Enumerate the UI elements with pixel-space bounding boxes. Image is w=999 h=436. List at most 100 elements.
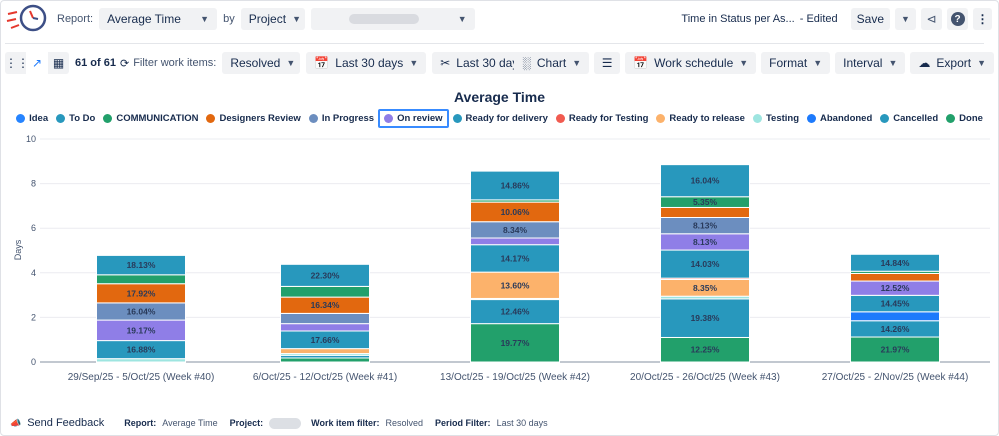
more-icon: ⋮ xyxy=(976,12,989,26)
report-select[interactable]: Average Time ▼ xyxy=(99,8,218,30)
data-label: 8.13% xyxy=(693,221,718,231)
chart-view-icon[interactable]: ↗ xyxy=(26,52,48,74)
data-label: 14.03% xyxy=(691,259,720,269)
legend-dot-icon xyxy=(752,114,762,123)
report-label: Report: xyxy=(57,13,94,25)
work-schedule-label: Work schedule xyxy=(654,56,734,70)
y-tick-label: 10 xyxy=(26,134,36,144)
legend-item[interactable]: On review xyxy=(378,109,449,128)
legend-item[interactable]: Done xyxy=(942,109,987,128)
y-tick-label: 6 xyxy=(31,223,36,233)
data-label: 13.60% xyxy=(501,280,530,290)
send-feedback-link[interactable]: Send Feedback xyxy=(27,417,105,429)
share-icon: ⊲ xyxy=(926,12,937,26)
legend-dot-icon xyxy=(56,114,66,123)
toolbar-right: ░ Chart ▼ ☰ 📅 Work schedule ▼ Format ▼ Interv… xyxy=(514,52,994,74)
legend-dot-icon xyxy=(946,114,956,123)
footer-report-label: Report: xyxy=(124,418,157,428)
export-label: Export xyxy=(936,56,972,70)
x-tick-label: 13/Oct/25 - 19/Oct/25 (Week #42) xyxy=(440,372,590,383)
data-label: 12.25% xyxy=(691,345,720,355)
legend-item[interactable]: Abandoned xyxy=(803,109,876,128)
app-logo-icon xyxy=(6,4,47,32)
header-actions: Time in Status per As... - Edited Save ▼… xyxy=(681,8,992,30)
bar-segment-in-progress xyxy=(280,312,370,325)
data-label: 22.30% xyxy=(311,270,340,280)
y-axis-label: Days xyxy=(13,239,23,260)
bar-segment-ready-to-release xyxy=(470,271,560,299)
legend-item[interactable]: Designers Review xyxy=(202,109,304,128)
report-selector-group: Report: Average Time ▼ by Project ▼ ▼ xyxy=(57,8,475,30)
bar-segment-to-do xyxy=(96,254,186,276)
legend-dot-icon xyxy=(103,114,113,123)
calendar-icon: 📅 xyxy=(633,56,649,70)
view-switcher[interactable]: ⋮⋮ ↗ ▦ xyxy=(5,52,69,74)
legend-item[interactable]: Idea xyxy=(12,109,52,128)
data-label: 19.38% xyxy=(691,313,720,323)
legend-dot-icon xyxy=(452,114,462,123)
footer-project-label: Project: xyxy=(229,418,264,428)
bar-segment-ready-to-release xyxy=(280,348,370,355)
footer-report-value: Average Time xyxy=(162,418,218,428)
group-by-select[interactable]: Project ▼ xyxy=(240,8,305,30)
settings-sliders-button[interactable]: ☰ xyxy=(594,52,621,74)
format-button[interactable]: Format ▼ xyxy=(761,52,831,74)
cloud-download-icon: ☁ xyxy=(918,56,931,70)
data-label: 14.26% xyxy=(881,324,910,334)
group-by-value: Project xyxy=(248,12,287,26)
more-menu-button[interactable]: ⋮ xyxy=(973,8,992,30)
legend-label: COMMUNICATION xyxy=(116,113,199,124)
period-select[interactable]: 📅 Last 30 days ▼ xyxy=(306,52,427,74)
chart-type-label: Chart xyxy=(536,56,567,70)
data-label: 21.97% xyxy=(881,345,910,355)
bar-segment-to-do xyxy=(660,164,750,198)
chevron-down-icon: ▼ xyxy=(200,14,210,24)
data-label: 14.86% xyxy=(501,180,530,190)
interval-button[interactable]: Interval ▼ xyxy=(835,52,906,74)
legend-item[interactable]: Ready for Testing xyxy=(552,109,653,128)
save-options-button[interactable]: ▼ xyxy=(895,8,916,30)
footer-period-label: Period Filter: xyxy=(435,418,491,428)
edited-status: - Edited xyxy=(799,13,838,25)
bar-segment-cancelled xyxy=(660,298,750,338)
legend-dot-icon xyxy=(308,114,318,123)
legend-item[interactable]: Ready for delivery xyxy=(449,109,552,128)
data-label: 16.88% xyxy=(127,345,156,355)
legend-label: Ready for Testing xyxy=(568,113,649,124)
item-count: 61 of 61 xyxy=(75,57,116,69)
export-button[interactable]: ☁ Export ▼ xyxy=(910,52,994,74)
legend-item[interactable]: COMMUNICATION xyxy=(99,109,202,128)
data-label: 5.35% xyxy=(693,197,718,207)
filter-select[interactable]: Resolved ▼ xyxy=(222,52,301,74)
data-label: 16.04% xyxy=(127,306,156,316)
legend-dot-icon xyxy=(880,114,890,123)
refresh-icon[interactable]: ⟳ xyxy=(119,57,130,70)
legend-label: Idea xyxy=(29,113,49,124)
project-select[interactable]: ▼ xyxy=(310,8,475,30)
share-button[interactable]: ⊲ xyxy=(921,8,942,30)
help-button[interactable]: ? xyxy=(947,8,968,30)
chart-legend: Idea To Do COMMUNICATION Designers Review In… xyxy=(4,109,995,128)
chart-type-button[interactable]: ░ Chart ▼ xyxy=(514,52,590,74)
chevron-down-icon: ▼ xyxy=(739,58,749,68)
save-button[interactable]: Save xyxy=(850,8,890,30)
pivot-view-icon[interactable]: ▦ xyxy=(52,56,65,70)
legend-item[interactable]: Cancelled xyxy=(876,109,942,128)
interval-label: Interval xyxy=(843,56,883,70)
grid-view-icon[interactable]: ⋮⋮ xyxy=(5,56,29,70)
footer-filter-value: Resolved xyxy=(385,418,424,428)
chevron-down-icon: ▼ xyxy=(813,58,823,68)
legend-item[interactable]: Testing xyxy=(749,109,803,128)
bar-segment-cancelled xyxy=(470,299,560,325)
data-label: 14.45% xyxy=(881,299,910,309)
legend-item[interactable]: In Progress xyxy=(305,109,378,128)
x-tick-label: 6/Oct/25 - 12/Oct/25 (Week #41) xyxy=(252,372,398,383)
legend-item[interactable]: Ready to release xyxy=(652,109,749,128)
work-schedule-button[interactable]: 📅 Work schedule ▼ xyxy=(625,52,757,74)
chevron-down-icon: ▼ xyxy=(888,58,898,68)
data-label: 16.04% xyxy=(691,176,720,186)
data-label: 14.17% xyxy=(501,253,530,263)
bar-segment-on-review xyxy=(280,323,370,332)
legend-item[interactable]: To Do xyxy=(52,109,99,128)
data-label: 14.84% xyxy=(881,258,910,268)
